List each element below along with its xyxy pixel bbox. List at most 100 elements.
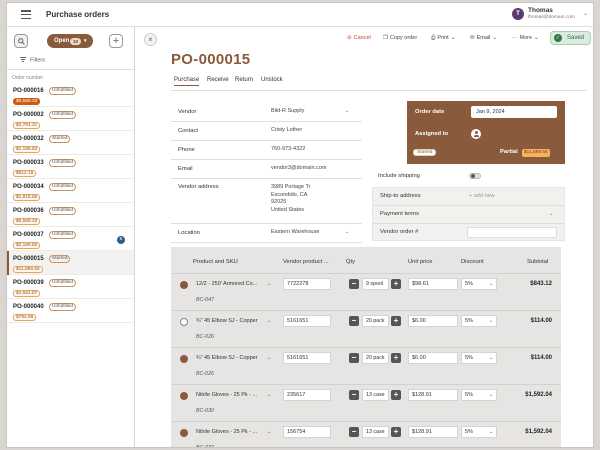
- close-button[interactable]: ×: [144, 33, 157, 46]
- qty-column-header: Qty: [346, 259, 356, 265]
- vendor-product-input[interactable]: 156754: [283, 425, 331, 438]
- contact-field[interactable]: Contact Cristy Lother: [171, 122, 362, 141]
- chevron-down-icon[interactable]: ⌄: [267, 318, 272, 324]
- quantity-input[interactable]: 13 case: [362, 388, 389, 401]
- list-item[interactable]: PO-000002 Unfulfilled $4,781.31: [7, 107, 134, 131]
- location-field[interactable]: Location Eastern Warehouse ⌄: [171, 224, 362, 243]
- search-button[interactable]: [14, 34, 28, 48]
- unit-price-input[interactable]: $128.91: [408, 388, 458, 401]
- discount-select[interactable]: 5%: [461, 277, 497, 290]
- decrease-qty-button[interactable]: −: [349, 389, 359, 400]
- avatar[interactable]: T: [512, 8, 524, 20]
- unit-price-input[interactable]: $98.61: [408, 277, 458, 290]
- discount-select[interactable]: 5%: [461, 425, 497, 438]
- ship-to-add-new[interactable]: + add new: [469, 193, 495, 199]
- product-select[interactable]: Nitrile Gloves - 25 Pk - ...: [196, 392, 258, 398]
- product-select[interactable]: 12/2 - 250' Armored Co...: [196, 281, 258, 287]
- increase-qty-button[interactable]: +: [391, 352, 401, 363]
- email-field[interactable]: Email vendor3@domain.com: [171, 160, 362, 179]
- list-item[interactable]: PO-000034 Unfulfilled $1,815.66: [7, 179, 134, 203]
- decrease-qty-button[interactable]: −: [349, 352, 359, 363]
- tab-unstock[interactable]: Unstock: [261, 77, 283, 83]
- tab-receive[interactable]: Receive: [207, 77, 229, 83]
- tab-purchase[interactable]: Purchase: [174, 77, 200, 86]
- decrease-qty-button[interactable]: −: [349, 426, 359, 437]
- chevron-down-icon[interactable]: ⌄: [267, 355, 272, 361]
- add-order-button[interactable]: +: [109, 34, 123, 48]
- table-row: ¾" 45 Elbow SJ - Copper ⌄ BC-026 5161651 −20…: [171, 347, 561, 384]
- order-number-column-header[interactable]: Order number: [12, 75, 44, 81]
- copy-order-button[interactable]: ❐ Copy order: [383, 35, 417, 41]
- check-icon: ✓: [554, 34, 562, 42]
- list-item[interactable]: PO-000032 Started $1,185.63: [7, 131, 134, 155]
- order-list: PO-000016 Unfulfilled $5,568.33 PO-000002 Un…: [7, 83, 134, 447]
- filters-button[interactable]: Filters: [20, 56, 45, 63]
- list-item[interactable]: PO-000016 Unfulfilled $5,568.33: [7, 83, 134, 107]
- order-date-input[interactable]: Jan 9, 2024: [471, 106, 557, 118]
- print-button[interactable]: ⎙ Print ⌄: [431, 35, 457, 42]
- increase-qty-button[interactable]: +: [391, 426, 401, 437]
- unit-price-input[interactable]: $6.00: [408, 351, 458, 364]
- vendor-product-column-header: Vendor product ...: [283, 259, 329, 265]
- chevron-down-icon[interactable]: ⌄: [267, 429, 272, 435]
- order-amount: $4,561.87: [13, 289, 41, 297]
- unit-price-input[interactable]: $6.00: [408, 314, 458, 327]
- vendor-product-input[interactable]: 5161651: [283, 351, 331, 364]
- decrease-qty-button[interactable]: −: [349, 315, 359, 326]
- product-select[interactable]: ¾" 45 Elbow SJ - Copper: [196, 355, 258, 361]
- list-item[interactable]: PO-000040 Unfulfilled $794.56: [7, 299, 134, 323]
- order-detail: × ⊘ Cancel ❐ Copy order ⎙ Print ⌄ ✉ Email ⌄ ··…: [135, 27, 593, 447]
- tab-return[interactable]: Return: [235, 77, 254, 83]
- list-item[interactable]: PO-000033 Unfulfilled $612.15: [7, 155, 134, 179]
- chevron-down-icon[interactable]: ⌄: [267, 392, 272, 398]
- saved-button[interactable]: ✓ Saved: [550, 31, 591, 45]
- menu-icon[interactable]: [21, 10, 31, 20]
- vendor-field[interactable]: Vendor Bild-R Supply ⌄: [171, 103, 362, 122]
- product-image-icon: [180, 355, 188, 363]
- table-row: Nitrile Gloves - 25 Pk - ... ⌄ BC-032 15675…: [171, 421, 561, 447]
- list-item[interactable]: PO-000015 Started $11,889.56: [7, 251, 134, 275]
- quantity-input[interactable]: 9 spool: [362, 277, 389, 290]
- list-item[interactable]: PO-000037 Unfulfilled $2,169.60 5: [7, 227, 134, 251]
- increase-qty-button[interactable]: +: [391, 315, 401, 326]
- vendor-product-input[interactable]: 235617: [283, 388, 331, 401]
- vendor-product-input[interactable]: 7722278: [283, 277, 331, 290]
- vendor-product-input[interactable]: 5161651: [283, 314, 331, 327]
- ship-to-field[interactable]: Ship-to address + add new: [373, 188, 564, 206]
- list-item[interactable]: PO-000039 Unfulfilled $4,561.87: [7, 275, 134, 299]
- more-button[interactable]: ··· More ⌄: [512, 35, 541, 41]
- unit-price-input[interactable]: $128.91: [408, 425, 458, 438]
- increase-qty-button[interactable]: +: [391, 389, 401, 400]
- discount-select[interactable]: 5%: [461, 388, 497, 401]
- status-badge: Started: [49, 254, 71, 263]
- quantity-input[interactable]: 20 pack: [362, 351, 389, 364]
- chevron-down-icon[interactable]: ⌄: [583, 11, 589, 17]
- line-subtotal: $1,592.04: [525, 392, 552, 398]
- phone-field[interactable]: Phone 760-973-4322: [171, 141, 362, 160]
- chevron-down-icon[interactable]: ⌄: [267, 281, 272, 287]
- assignee-avatar-icon[interactable]: [471, 129, 481, 139]
- quantity-input[interactable]: 20 pack: [362, 314, 389, 327]
- email-button[interactable]: ✉ Email ⌄: [470, 35, 499, 41]
- vendor-address-value: 3989 Portage Tr Escondido, CA 92025 Unit…: [271, 184, 310, 214]
- vendor-address-field[interactable]: Vendor address 3989 Portage Tr Escondido…: [171, 179, 362, 224]
- list-item[interactable]: PO-000036 Unfulfilled $5,568.33: [7, 203, 134, 227]
- include-shipping-toggle[interactable]: [469, 173, 481, 179]
- vendor-order-input[interactable]: [467, 227, 557, 238]
- increase-qty-button[interactable]: +: [391, 278, 401, 289]
- decrease-qty-button[interactable]: −: [349, 278, 359, 289]
- search-icon: [18, 38, 25, 45]
- status-filter-dropdown[interactable]: Open 10 ▾: [47, 34, 93, 48]
- user-name[interactable]: Thomas: [528, 7, 553, 14]
- discount-select[interactable]: 5%: [461, 351, 497, 364]
- product-select[interactable]: Nitrile Gloves - 25 Pk - ...: [196, 429, 258, 435]
- discount-select[interactable]: 5%: [461, 314, 497, 327]
- product-select[interactable]: ¾" 45 Elbow SJ - Copper: [196, 318, 258, 324]
- status-badge: Unfulfilled: [49, 206, 77, 215]
- order-amount: $612.15: [13, 169, 37, 177]
- cancel-button[interactable]: ⊘ Cancel: [347, 35, 371, 41]
- payment-terms-field[interactable]: Payment terms ⌄: [373, 206, 564, 224]
- line-subtotal: $1,592.04: [525, 429, 552, 435]
- payment-terms-label: Payment terms: [380, 211, 419, 217]
- quantity-input[interactable]: 13 case: [362, 425, 389, 438]
